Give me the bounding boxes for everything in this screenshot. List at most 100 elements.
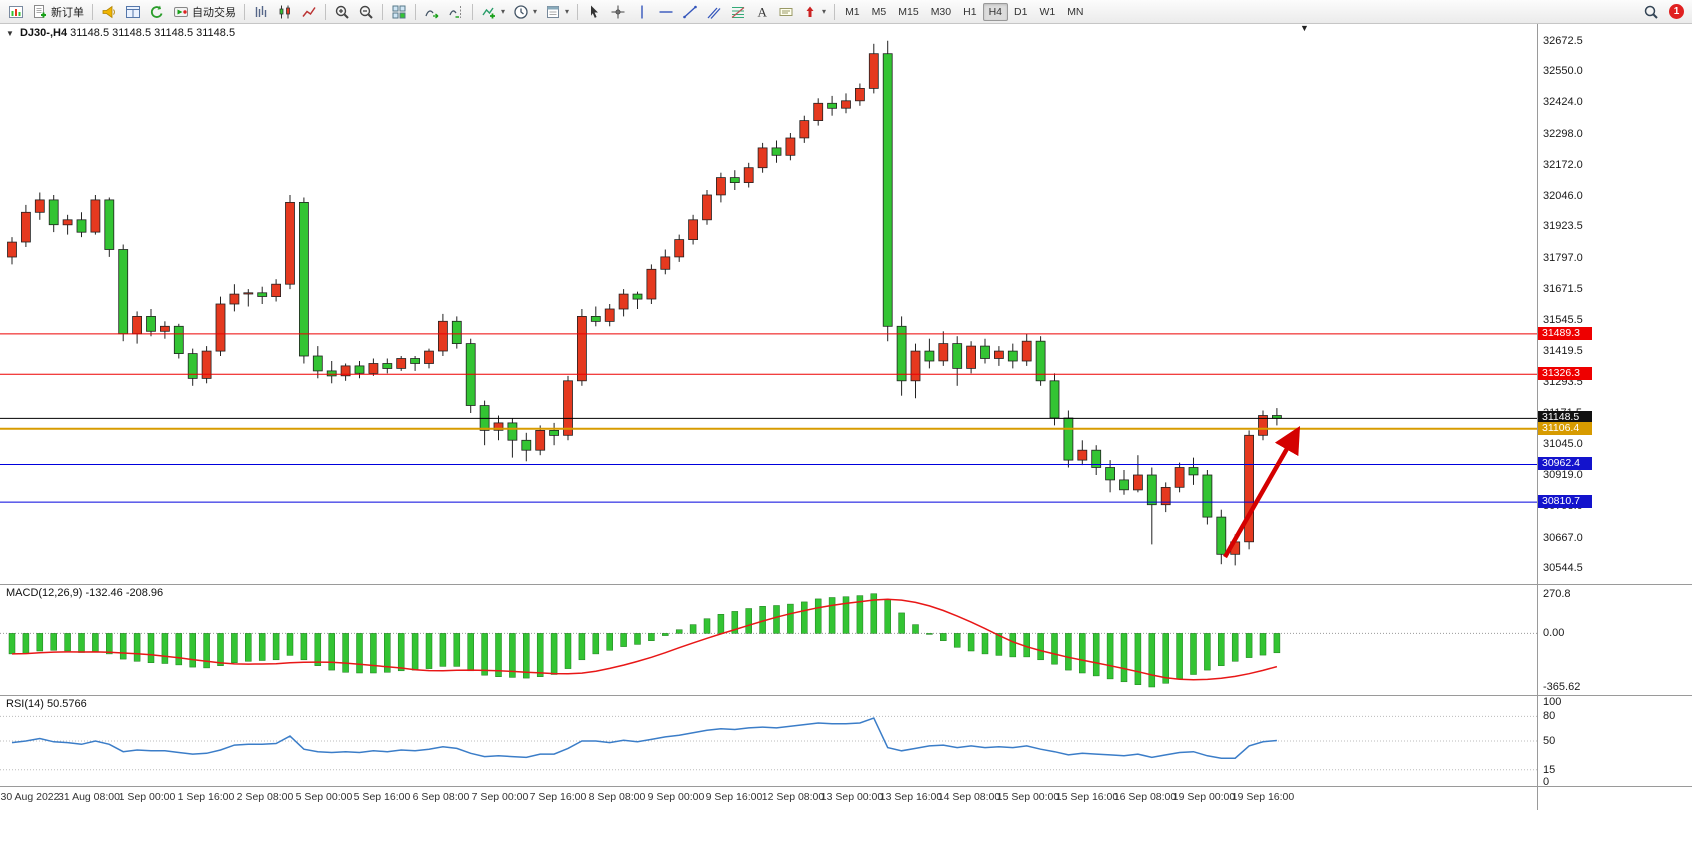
macd-axis[interactable]: 270.8 0.00 -365.62 — [1537, 584, 1692, 695]
candle — [1119, 470, 1129, 495]
price-tick: 32550.0 — [1543, 65, 1583, 77]
candle — [994, 346, 1004, 366]
time-axis[interactable]: 30 Aug 2022 31 Aug 08:00 1 Sep 00:00 1 Sep … — [0, 786, 1537, 810]
timeframe-mn-button[interactable]: MN — [1067, 5, 1084, 18]
rsi-panel: RSI(14) 50.5766 100 80 50 15 0 — [0, 695, 1692, 788]
timeframe-h1-button[interactable]: H1 — [963, 5, 977, 18]
price-tick: 31671.5 — [1543, 283, 1583, 295]
label-button[interactable] — [774, 2, 798, 22]
candle — [813, 98, 824, 126]
candle — [1160, 482, 1171, 513]
zoom-out-button[interactable] — [354, 2, 378, 22]
candle — [104, 197, 115, 257]
periods-icon — [513, 4, 529, 20]
macd-bar — [814, 598, 822, 634]
refresh-button[interactable] — [145, 2, 169, 22]
macd-bar — [898, 612, 905, 634]
price-tick: 30919.0 — [1543, 469, 1583, 481]
macd-bar — [411, 633, 419, 671]
vertical-line-button[interactable] — [630, 2, 654, 22]
announcement-button[interactable] — [97, 2, 121, 22]
macd-bar — [272, 633, 280, 661]
timeframe-d1-button[interactable]: D1 — [1014, 5, 1028, 18]
candle — [312, 346, 323, 379]
candle — [688, 214, 698, 245]
toolbar-separator — [244, 3, 245, 20]
notification-badge[interactable]: 1 — [1669, 4, 1684, 19]
rsi-label: RSI(14) 50.5766 — [6, 698, 87, 710]
candle — [980, 338, 990, 364]
macd-bar — [203, 633, 210, 669]
macd-bar — [286, 633, 294, 656]
trendline-button[interactable] — [678, 2, 702, 22]
timeframe-m1-button[interactable]: M1 — [845, 5, 860, 18]
macd-bar — [175, 633, 183, 666]
zoom-in-button[interactable] — [330, 2, 354, 22]
candlestick-chart — [0, 40, 1537, 566]
trend-arrow[interactable] — [1223, 425, 1301, 559]
one-click-trading-toggle-icon[interactable]: ▼ — [6, 29, 14, 38]
timeframe-m30-button[interactable]: M30 — [930, 5, 952, 18]
macd-bar — [453, 633, 461, 667]
timeframe-w1-button[interactable]: W1 — [1039, 5, 1056, 18]
channel-icon — [706, 4, 722, 20]
macd-bar — [467, 633, 474, 672]
macd-bar — [1218, 633, 1225, 666]
text-icon: A — [754, 4, 770, 20]
time-label: 5 Sep 16:00 — [353, 791, 411, 803]
new-order-label: 新订单 — [51, 6, 84, 19]
macd-chart — [0, 593, 1537, 688]
candle — [340, 363, 351, 381]
timeframe-m15-button[interactable]: M15 — [898, 5, 919, 18]
chart-shift-button[interactable] — [444, 2, 468, 22]
price-axis[interactable]: 32672.5 32550.0 32424.0 32298.0 32172.0 32046… — [1537, 24, 1692, 584]
macd-bar — [1259, 633, 1267, 656]
candle — [1105, 460, 1115, 493]
new-order-button[interactable]: 新订单 — [28, 2, 88, 22]
tile-windows-button[interactable] — [387, 2, 411, 22]
cursor-button[interactable] — [582, 2, 606, 22]
time-label: 1 Sep 16:00 — [177, 791, 235, 803]
search-button[interactable] — [1639, 2, 1663, 22]
time-label: 19 Sep 16:00 — [1231, 791, 1295, 803]
crosshair-button[interactable] — [606, 2, 630, 22]
fibonacci-button[interactable] — [726, 2, 750, 22]
candle — [896, 316, 907, 396]
tile-windows-icon — [391, 4, 407, 20]
line-chart-button[interactable] — [297, 2, 321, 22]
candle — [7, 237, 17, 265]
time-label: 14 Sep 08:00 — [937, 791, 1001, 803]
text-button[interactable]: A — [750, 2, 774, 22]
candle — [326, 361, 337, 384]
candle — [924, 338, 935, 369]
timeframe-h4-button[interactable]: H4 — [982, 2, 1008, 21]
arrows-button[interactable]: ▾ — [798, 2, 830, 22]
zoom-in-icon — [334, 4, 350, 20]
chart-window-button[interactable] — [4, 2, 28, 22]
templates-button[interactable]: ▾ — [541, 2, 573, 22]
candle — [1035, 336, 1046, 386]
autotrading-button[interactable]: 自动交易 — [169, 2, 240, 22]
macd-bar — [1176, 633, 1183, 680]
search-icon — [1643, 4, 1659, 20]
indicators-button[interactable]: ▾ — [477, 2, 509, 22]
channel-button[interactable] — [702, 2, 726, 22]
candle — [1021, 333, 1032, 366]
rsi-axis[interactable]: 100 80 50 15 0 — [1537, 695, 1692, 788]
candlestick-chart-button[interactable] — [273, 2, 297, 22]
macd-bar — [1190, 633, 1197, 675]
candle — [868, 43, 879, 94]
macd-bar — [550, 633, 558, 675]
bar-chart-button[interactable] — [249, 2, 273, 22]
data-window-button[interactable] — [121, 2, 145, 22]
chart-shift-marker-icon[interactable]: ▼ — [1300, 23, 1309, 33]
macd-bar — [926, 633, 933, 635]
time-label: 1 Sep 00:00 — [118, 791, 176, 803]
candle — [1063, 410, 1074, 468]
auto-scroll-button[interactable] — [420, 2, 444, 22]
periods-button[interactable]: ▾ — [509, 2, 541, 22]
horizontal-line-button[interactable] — [654, 2, 678, 22]
candle — [743, 162, 754, 188]
time-label: 13 Sep 16:00 — [879, 791, 943, 803]
timeframe-m5-button[interactable]: M5 — [871, 5, 887, 18]
